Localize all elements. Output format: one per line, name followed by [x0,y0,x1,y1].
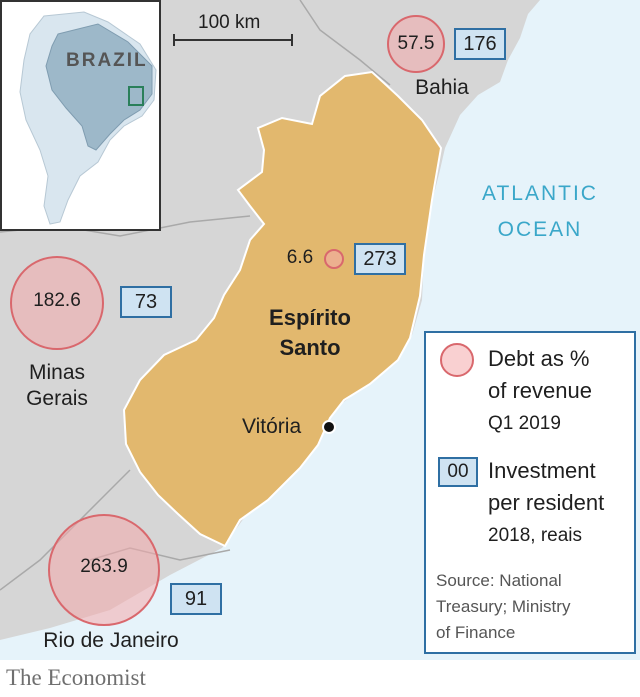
city-label-vitoria: Vitória [242,415,302,438]
state-border-lines [0,0,391,591]
debt-value-espirito-santo: 6.6 [286,247,314,268]
state-label-rio-de-janeiro: Rio de Janeiro [43,629,179,652]
inset-country-label: BRAZIL [66,50,148,71]
debt-value-minas-gerais: 182.6 [33,290,81,311]
debt-circle-rio-de-janeiro [48,514,160,626]
debt-value-rio-de-janeiro: 263.9 [80,556,128,577]
ocean-label-line1: ATLANTIC [482,182,598,205]
legend-circle-title-line2: of revenue [488,378,592,403]
investment-box-minas-gerais: 73 [120,286,172,318]
legend-box-subtitle: 2018, reais [488,525,583,546]
legend-source-line2: Treasury; Ministry [436,597,571,616]
legend-circle-title-line1: Debt as % [488,346,590,371]
legend-source-line3: of Finance [436,623,516,642]
debt-value-bahia: 57.5 [397,33,435,54]
legend-source-line1: Source: National [436,571,562,590]
espirito-santo-locator-square [128,86,144,106]
state-label-bahia: Bahia [415,76,469,99]
brazil-inset-map [0,0,161,231]
legend-box-swatch: 00 [438,457,478,487]
state-label-minas-gerais-line1: Minas [28,361,86,384]
legend-circle-subtitle: Q1 2019 [488,413,561,434]
debt-circle-bahia [387,15,445,73]
legend-circle-swatch [440,343,474,377]
state-label-espirito-santo-line1: Espírito [269,305,351,330]
debt-circle-espirito-santo [324,249,344,269]
state-label-minas-gerais-line2: Gerais [26,387,88,410]
investment-box-bahia: 176 [454,28,506,60]
legend-panel: Debt as % of revenue Q1 2019 00 Investme… [424,331,636,654]
publisher-footer: The Economist [6,665,146,690]
brazil-shape [45,23,153,151]
debt-circle-minas-gerais [10,256,104,350]
legend-box-title-line2: per resident [488,490,605,515]
scale-bar [173,34,293,46]
investment-box-rio-de-janeiro: 91 [170,583,222,615]
legend-box-title-line1: Investment [488,458,596,483]
espirito-santo-shape [122,70,443,548]
scale-bar-label: 100 km [198,12,261,33]
ocean-label-line2: OCEAN [497,218,583,241]
state-label-espirito-santo-line2: Santo [279,335,341,360]
city-dot-vitoria [322,420,336,434]
investment-box-espirito-santo: 273 [354,243,406,275]
